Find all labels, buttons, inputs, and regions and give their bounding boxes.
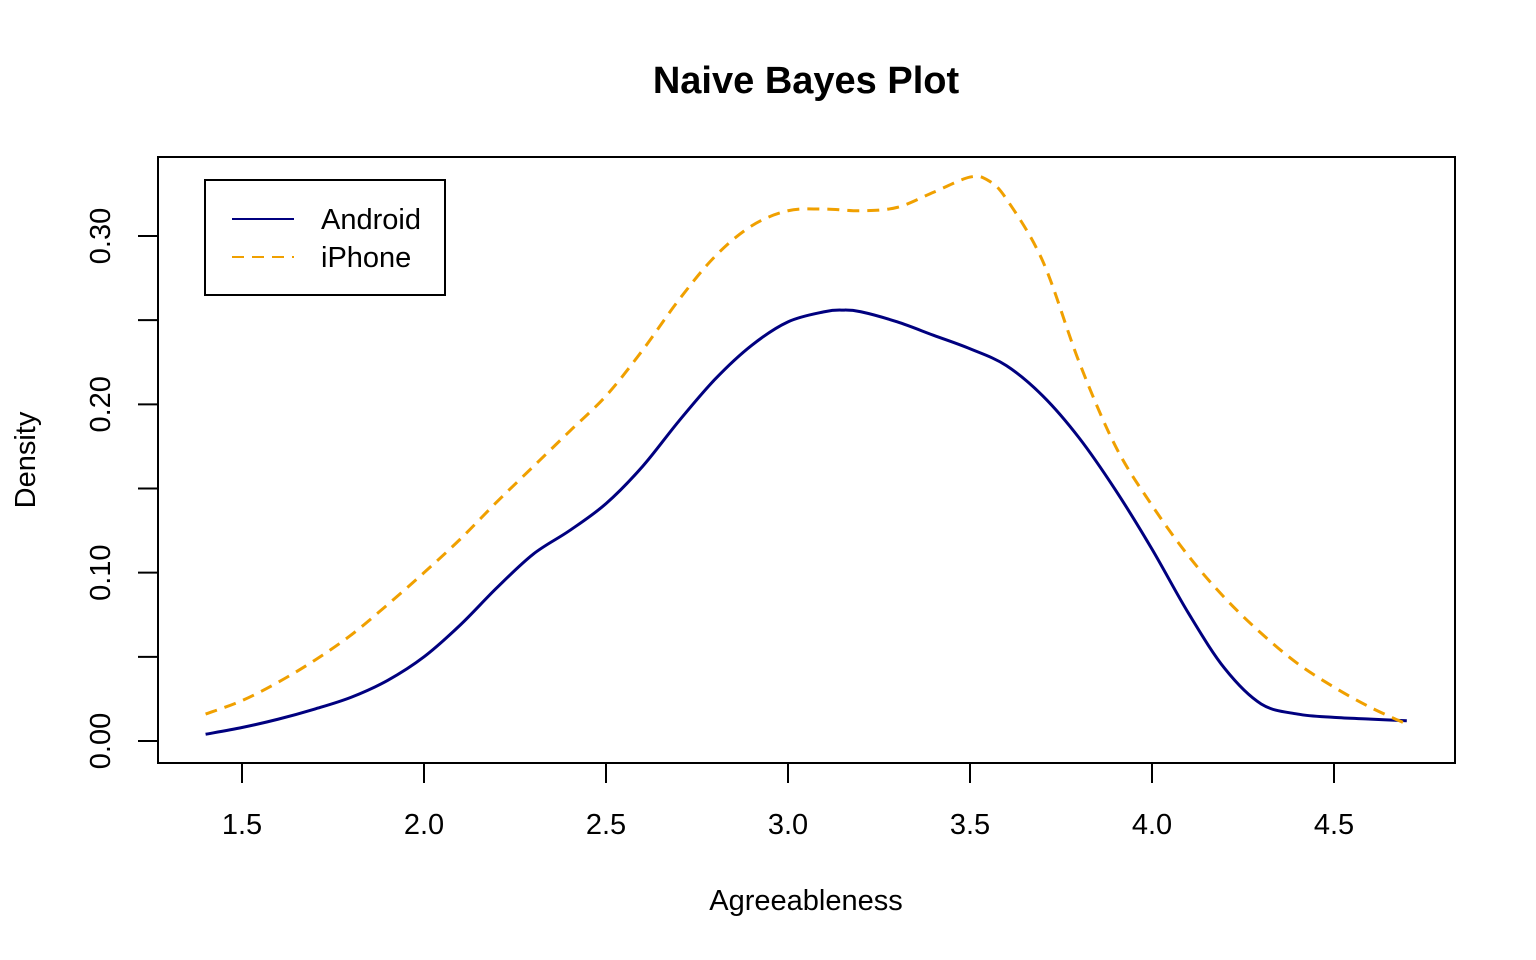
y-tick-label: 0.10 — [85, 544, 117, 600]
legend-label-android: Android — [321, 204, 421, 236]
y-axis-label: Density — [10, 411, 42, 508]
x-tick-label: 4.0 — [1132, 809, 1172, 841]
x-tick-label: 2.5 — [586, 809, 626, 841]
y-tick-label: 0.20 — [85, 376, 117, 432]
y-axis: 0.00 0.10 0.20 0.30 — [85, 208, 159, 769]
x-tick-label: 4.5 — [1314, 809, 1354, 841]
legend-label-iphone: iPhone — [321, 242, 411, 274]
legend: Android iPhone — [204, 179, 446, 296]
series-line-android — [205, 308, 1407, 736]
x-tick-label: 3.0 — [768, 809, 808, 841]
y-tick-label: 0.30 — [85, 208, 117, 264]
legend-frame — [204, 179, 446, 296]
x-axis-label: Agreeableness — [709, 885, 902, 917]
y-tick-label: 0.00 — [85, 713, 117, 769]
x-axis: 1.5 2.0 2.5 3.0 3.5 4.0 4.5 — [222, 762, 1354, 841]
x-tick-label: 1.5 — [222, 809, 262, 841]
series-layer — [205, 174, 1408, 736]
x-tick-label: 3.5 — [950, 809, 990, 841]
x-tick-label: 2.0 — [404, 809, 444, 841]
series-line-iphone — [205, 174, 1408, 726]
chart-title: Naive Bayes Plot — [653, 60, 960, 102]
